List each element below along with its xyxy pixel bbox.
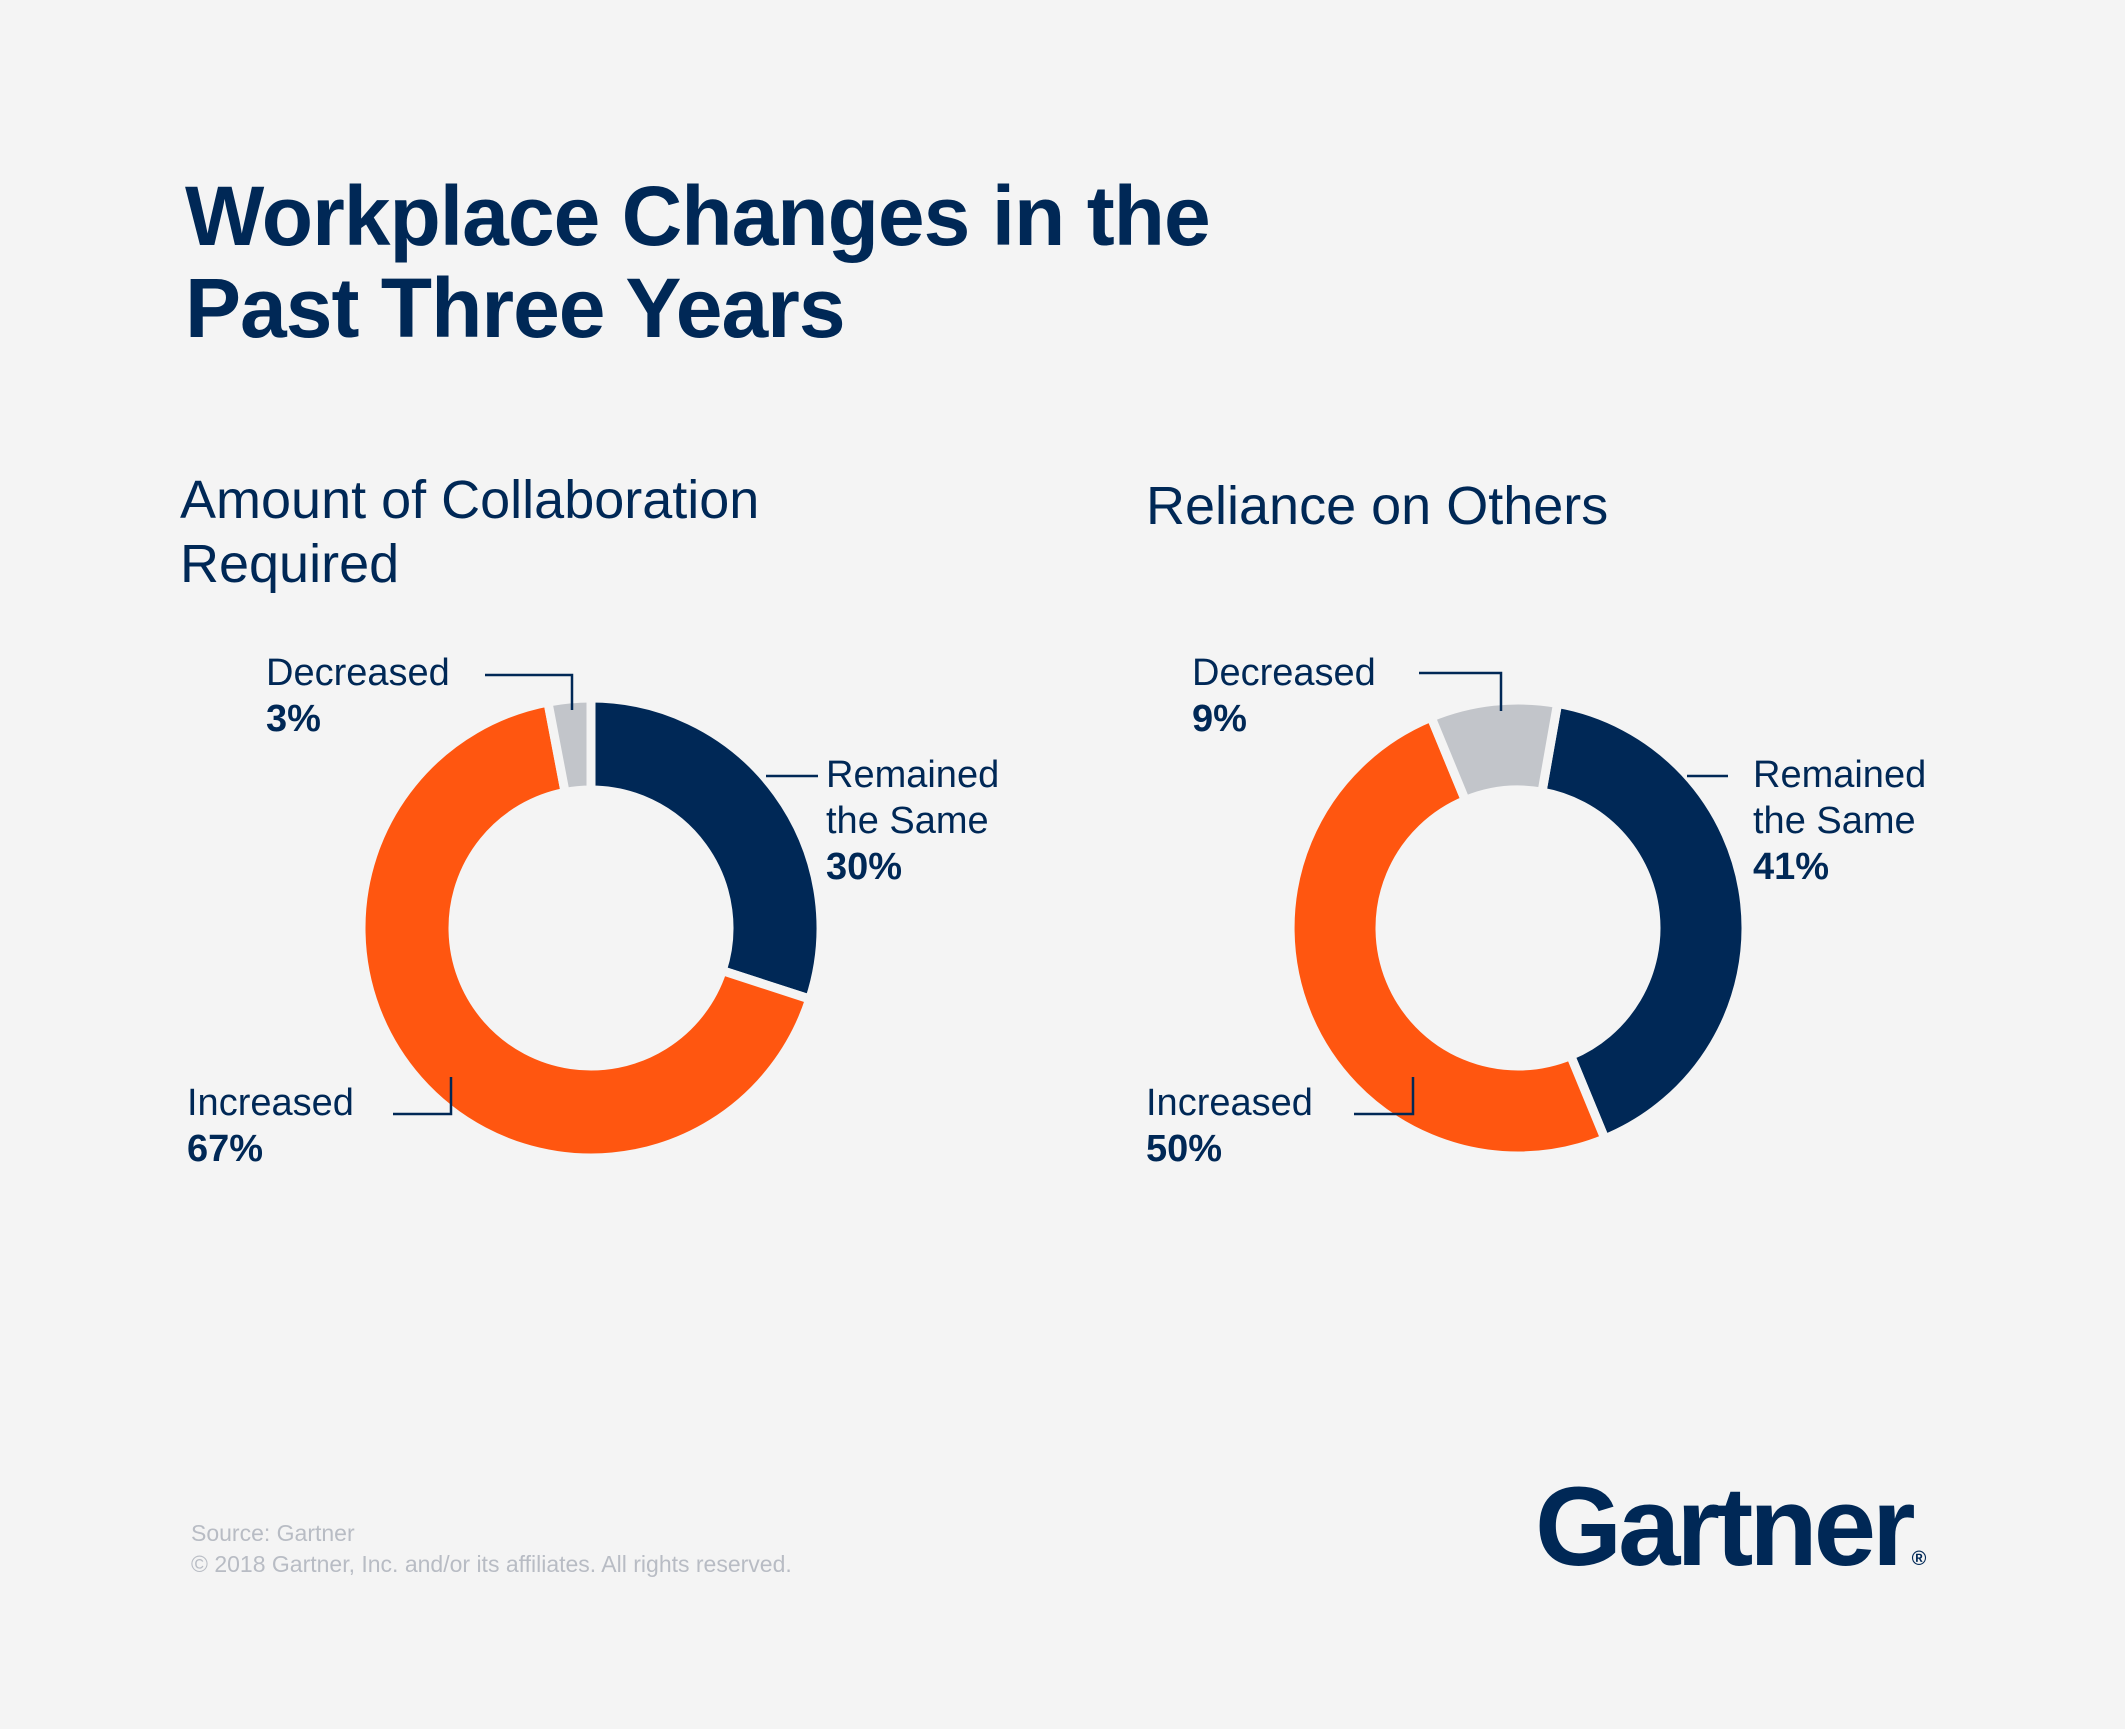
gartner-logo: Gartner®: [1535, 1462, 1926, 1591]
data-label: 30%: [826, 846, 903, 888]
chart1-label-increased: Increased 67%: [187, 1080, 354, 1172]
title-line-2: Past Three Years: [185, 261, 846, 355]
label-text: Remained: [826, 754, 1000, 796]
chart1-leader-decreased: [485, 673, 574, 710]
label-text: Decreased: [1192, 652, 1376, 694]
chart2-title: Reliance on Others: [1146, 476, 1609, 536]
label-text: Increased: [187, 1082, 354, 1124]
chart2-label-remained: Remained the Same 41%: [1753, 752, 1926, 890]
chart1-title-line-1: Amount of Collaboration: [180, 470, 760, 530]
title-line-1: Workplace Changes in the: [185, 169, 1211, 263]
label-text: Increased: [1146, 1082, 1313, 1124]
chart1-title: Amount of Collaboration Required: [180, 468, 759, 596]
footer: Source: Gartner © 2018 Gartner, Inc. and…: [191, 1518, 792, 1580]
registered-mark: ®: [1911, 1548, 1927, 1570]
data-label: 3%: [266, 698, 321, 740]
chart1-label-remained: Remained the Same 30%: [826, 752, 999, 890]
chart2-label-increased: Increased 50%: [1146, 1080, 1313, 1172]
data-label: 50%: [1146, 1128, 1223, 1170]
chart2-leader-decreased: [1419, 671, 1503, 711]
donut-slice-increased: [1285, 711, 1611, 1161]
data-label: 41%: [1753, 846, 1830, 888]
donut-slice-decreased: [542, 693, 596, 798]
logo-text: Gartner: [1535, 1464, 1916, 1589]
chart1-label-decreased: Decreased 3%: [266, 650, 450, 742]
copyright-note: © 2018 Gartner, Inc. and/or its affiliat…: [191, 1551, 792, 1577]
label-text: the Same: [826, 800, 989, 842]
chart1-leader-increased: [393, 1077, 453, 1116]
chart2-leader-increased: [1354, 1077, 1415, 1116]
label-text: the Same: [1753, 800, 1916, 842]
source-note: Source: Gartner: [191, 1520, 355, 1546]
label-text: Remained: [1753, 754, 1927, 796]
chart1-donut: [356, 693, 826, 1163]
chart2-label-decreased: Decreased 9%: [1192, 650, 1376, 742]
chart2-donut: [1285, 695, 1751, 1161]
donut-slice-remained-the-same: [1536, 698, 1751, 1145]
label-text: Decreased: [266, 652, 450, 694]
page-title: Workplace Changes in the Past Three Year…: [185, 169, 1211, 355]
data-label: 9%: [1192, 698, 1247, 740]
data-label: 67%: [187, 1128, 264, 1170]
donut-slice-increased: [356, 696, 816, 1163]
donut-slice-decreased: [1425, 695, 1563, 807]
donut-slice-remained-the-same: [586, 693, 826, 1005]
chart1-title-line-2: Required: [180, 534, 400, 594]
